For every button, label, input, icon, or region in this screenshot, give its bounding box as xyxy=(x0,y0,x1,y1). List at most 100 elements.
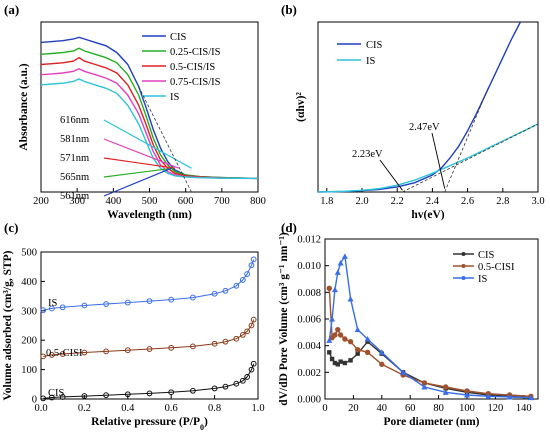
data-point xyxy=(103,392,109,399)
data-point xyxy=(233,335,240,342)
data-point xyxy=(326,337,333,343)
x-tick-label: 500 xyxy=(142,196,158,207)
y-tick-label: 0.002 xyxy=(297,368,321,379)
data-point xyxy=(364,349,371,356)
x-tick-label: 100 xyxy=(459,403,475,414)
data-point xyxy=(40,307,47,314)
wavelength-annotation: 561nm xyxy=(60,191,89,202)
x-tick-label: 700 xyxy=(214,196,230,207)
y-tick-label: 0.010 xyxy=(297,261,321,272)
data-point xyxy=(103,301,109,307)
data-point xyxy=(81,302,88,309)
y-tick-label: 400 xyxy=(21,277,37,288)
data-point xyxy=(337,332,344,338)
data-point xyxy=(443,384,449,390)
x-tick-label: 800 xyxy=(250,196,266,207)
data-point xyxy=(355,351,360,356)
data-point xyxy=(342,360,348,366)
legend-label: CIS xyxy=(366,40,383,51)
data-point xyxy=(326,285,332,292)
y-axis-title: Volume adsorbed (cm³/g, STP) xyxy=(2,250,14,400)
data-point xyxy=(124,391,131,398)
y-tick-label: 100 xyxy=(21,365,37,376)
y-tick-label: 300 xyxy=(21,306,37,317)
data-point xyxy=(48,394,55,401)
data-point xyxy=(342,336,348,342)
data-point xyxy=(59,351,66,357)
x-tick-label: 2.6 xyxy=(461,196,474,207)
annotation-arrow xyxy=(103,167,174,178)
data-point xyxy=(354,346,361,353)
plot-frame xyxy=(40,251,259,400)
data-point xyxy=(421,384,428,390)
data-point xyxy=(331,286,338,293)
legend-marker xyxy=(461,252,466,256)
panel-label: (a) xyxy=(4,2,19,17)
x-tick-label: 0.2 xyxy=(78,403,91,414)
panel-2: 1.8 2.0 2.2 2.4 2.6 2.8 3.0 hv(eV) (αhv)² CIS IS 2.… xyxy=(295,21,545,221)
isotherm-label: 0.5-CISI xyxy=(46,348,83,359)
x-tick-label: 400 xyxy=(105,196,121,207)
data-point xyxy=(244,328,251,335)
data-point xyxy=(338,359,343,364)
data-point xyxy=(464,392,470,398)
data-point xyxy=(347,296,354,302)
wavelength-annotation: 565nm xyxy=(60,172,89,183)
data-point xyxy=(146,346,153,352)
legend-label: 0.5-CISI xyxy=(478,262,515,273)
data-point xyxy=(248,322,255,329)
data-point xyxy=(168,344,175,351)
legend-marker xyxy=(461,276,466,280)
data-point xyxy=(334,269,341,275)
isotherm-label: IS xyxy=(48,298,57,309)
data-point xyxy=(348,358,353,363)
x-tick-label: 20 xyxy=(348,403,359,414)
x-tick-label: 600 xyxy=(178,196,194,207)
x-tick-label: 0.6 xyxy=(165,403,178,414)
tangent-line-cis xyxy=(444,86,490,193)
data-point xyxy=(222,287,229,294)
data-point xyxy=(365,339,370,344)
y-axis-title: Absorbance (a.u.) xyxy=(18,63,30,150)
data-point xyxy=(81,393,88,399)
annotation-pointer xyxy=(431,132,446,189)
data-point xyxy=(211,340,218,347)
plot-frame xyxy=(317,21,539,193)
data-point xyxy=(378,349,385,355)
data-point xyxy=(146,390,153,397)
data-point xyxy=(248,366,255,373)
annotation-pointer xyxy=(379,159,403,191)
x-tick-label: 120 xyxy=(488,403,504,414)
series-line-0-5-cisi xyxy=(328,288,531,397)
data-point xyxy=(103,348,109,355)
x-tick-label: 300 xyxy=(69,196,85,207)
legend-label: IS xyxy=(170,92,179,103)
data-point xyxy=(244,374,251,380)
data-point xyxy=(506,394,513,400)
x-tick-label: 40 xyxy=(377,403,388,414)
data-point xyxy=(222,383,229,390)
data-point xyxy=(327,350,332,355)
data-point xyxy=(146,298,153,304)
data-point xyxy=(222,338,229,345)
legend-label: 0.25-CIS/IS xyxy=(170,47,221,58)
data-point xyxy=(40,353,47,360)
legend-label: IS xyxy=(366,56,375,67)
data-point xyxy=(332,360,338,366)
panel-label: (c) xyxy=(4,220,18,235)
data-point xyxy=(347,338,354,345)
isotherm-line-is xyxy=(43,259,255,311)
series-line-is xyxy=(317,123,539,193)
annotation-arrow xyxy=(103,157,176,169)
data-point xyxy=(168,296,175,303)
x-tick-label: 2.0 xyxy=(355,196,368,207)
data-point xyxy=(341,253,348,259)
data-point xyxy=(250,316,257,323)
data-point xyxy=(124,299,131,306)
x-tick-label: 80 xyxy=(433,403,444,414)
y-tick-label: 0.004 xyxy=(297,341,321,352)
data-point xyxy=(244,271,251,277)
data-point xyxy=(329,356,335,362)
data-point xyxy=(40,395,47,402)
data-point xyxy=(124,347,131,354)
